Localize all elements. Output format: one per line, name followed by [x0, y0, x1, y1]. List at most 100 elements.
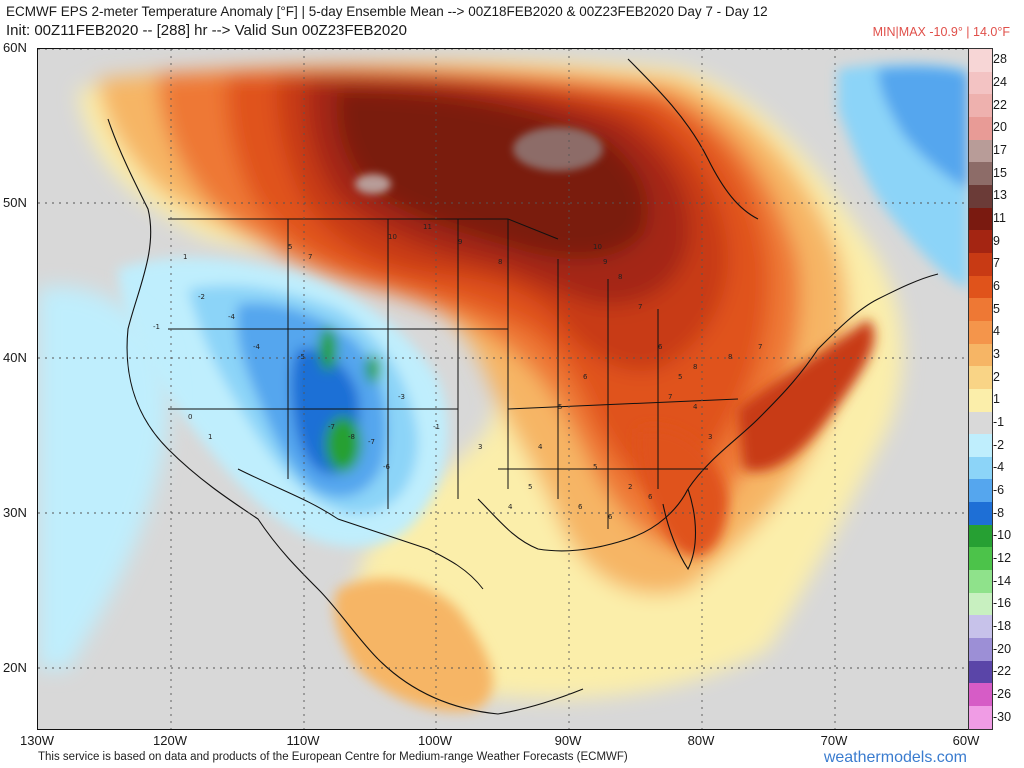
- station-value: 9: [603, 258, 607, 266]
- pacific-pale-field: [38, 286, 169, 669]
- cold-anomaly-field: [118, 257, 448, 548]
- brand-link[interactable]: weathermodels.com: [823, 749, 967, 766]
- lon-label: 80W: [687, 733, 715, 748]
- station-value: -6: [383, 463, 391, 471]
- station-value: 1: [183, 253, 187, 261]
- lat-label: 20N: [3, 660, 27, 675]
- color-scale-label: -18: [993, 619, 1012, 633]
- station-value: 7: [308, 253, 312, 261]
- color-scale-label: 3: [993, 347, 1000, 361]
- color-scale-cell: [969, 162, 992, 185]
- station-value: 3: [478, 443, 482, 451]
- mexico-warm-field: [334, 578, 493, 712]
- station-value: 2: [628, 483, 632, 491]
- ecmwf-credit: This service is based on data and produc…: [38, 751, 628, 763]
- station-value: 6: [578, 503, 583, 511]
- color-scale-label: -10: [993, 528, 1012, 543]
- lon-label: 130W: [20, 733, 54, 748]
- color-scale-cell: [969, 638, 992, 661]
- lat-label: 30N: [3, 505, 27, 520]
- station-value: 6: [608, 513, 613, 521]
- station-value: -4: [253, 343, 261, 351]
- color-scale-cell: [969, 298, 992, 321]
- color-scale-label: -1: [993, 415, 1005, 429]
- lon-label: 120W: [153, 733, 187, 748]
- map-title: ECMWF EPS 2-meter Temperature Anomaly [°…: [6, 4, 768, 19]
- station-value: 8: [728, 353, 732, 361]
- color-scale-cell: [969, 706, 992, 729]
- station-value: 7: [638, 303, 642, 311]
- station-value: 0: [188, 413, 192, 421]
- color-scale-cell: [969, 524, 992, 548]
- color-scale-label: 2: [993, 369, 1000, 384]
- color-scale-cell: [969, 343, 992, 367]
- init-valid-line: Init: 00Z11FEB2020 -- [288] hr --> Valid…: [6, 22, 407, 39]
- color-scale-label: 22: [993, 97, 1007, 112]
- color-scale-cell: [969, 388, 992, 412]
- color-scale-cell: [969, 592, 992, 616]
- lat-label: 60N: [3, 40, 27, 55]
- gridlines: [38, 49, 968, 729]
- station-value: -5: [298, 353, 305, 361]
- color-scale-label: -14: [993, 573, 1012, 588]
- lon-label: 60W: [952, 733, 980, 748]
- color-scale-cell: [969, 184, 992, 208]
- color-scale-cell: [969, 547, 992, 571]
- station-value: 4: [693, 403, 698, 411]
- color-scale-label: 7: [993, 256, 1000, 271]
- color-scale-label: -8: [993, 505, 1005, 520]
- station-value: 5: [288, 243, 292, 251]
- lat-label: 40N: [3, 350, 27, 365]
- station-value: 3: [708, 433, 712, 441]
- color-scale-label: -20: [993, 641, 1012, 656]
- color-scale-cell: [969, 502, 992, 525]
- station-value: 5: [593, 463, 597, 471]
- temperature-anomaly-map[interactable]: 1 -1 -2 -4 -4 -5 -7 -8 -7 -6 -3 -1 5 7 10 11 9 8 10 9 8 7 6 5 4 3…: [37, 48, 969, 730]
- lat-label: 50N: [3, 195, 27, 210]
- color-scale-cell: [969, 116, 992, 140]
- color-scale-bar: [968, 48, 993, 730]
- station-value: 7: [758, 343, 762, 351]
- color-scale-label: -16: [993, 596, 1012, 611]
- color-scale-cell: [969, 615, 992, 639]
- color-scale-label: -22: [993, 664, 1012, 679]
- color-scale-cell: [969, 456, 992, 480]
- color-scale-label: -6: [993, 483, 1005, 497]
- color-scale-label: -26: [993, 687, 1012, 701]
- color-scale-label: 9: [993, 233, 1000, 248]
- color-scale-label: -12: [993, 551, 1012, 565]
- station-value: -7: [328, 423, 335, 431]
- station-value: -1: [433, 423, 440, 431]
- station-value: 6: [658, 343, 663, 351]
- station-value: -8: [348, 433, 355, 441]
- color-scale-label: 13: [993, 188, 1007, 203]
- color-scale-label: 1: [993, 392, 1000, 407]
- eastern-canada-cold: [838, 63, 968, 289]
- station-value: 6: [583, 373, 588, 381]
- station-value: 4: [508, 503, 513, 511]
- state-borders: [168, 218, 739, 590]
- atlantic-warm-tongue: [637, 319, 875, 557]
- station-value: 10: [388, 233, 397, 241]
- color-scale-cell: [969, 207, 992, 231]
- color-scale-cell: [969, 252, 992, 276]
- lon-label: 110W: [286, 733, 320, 748]
- color-scale-cell: [969, 366, 992, 389]
- station-value: 8: [618, 273, 622, 281]
- color-scale-label: 24: [993, 75, 1007, 89]
- color-scale-label: 28: [993, 52, 1007, 67]
- color-scale-cell: [969, 479, 992, 503]
- coastlines: [107, 58, 939, 715]
- station-value: 11: [423, 223, 432, 231]
- color-scale-cell: [969, 49, 992, 72]
- color-scale-cell: [969, 660, 992, 684]
- station-value: -7: [368, 438, 375, 446]
- color-scale-label: 5: [993, 301, 1000, 316]
- station-value: 8: [693, 363, 697, 371]
- color-scale-cell: [969, 683, 992, 707]
- color-scale-cell: [969, 434, 992, 457]
- station-value: 5: [558, 403, 562, 411]
- color-scale-cell: [969, 94, 992, 117]
- color-scale-cell: [969, 230, 992, 253]
- color-scale-label: 17: [993, 143, 1007, 157]
